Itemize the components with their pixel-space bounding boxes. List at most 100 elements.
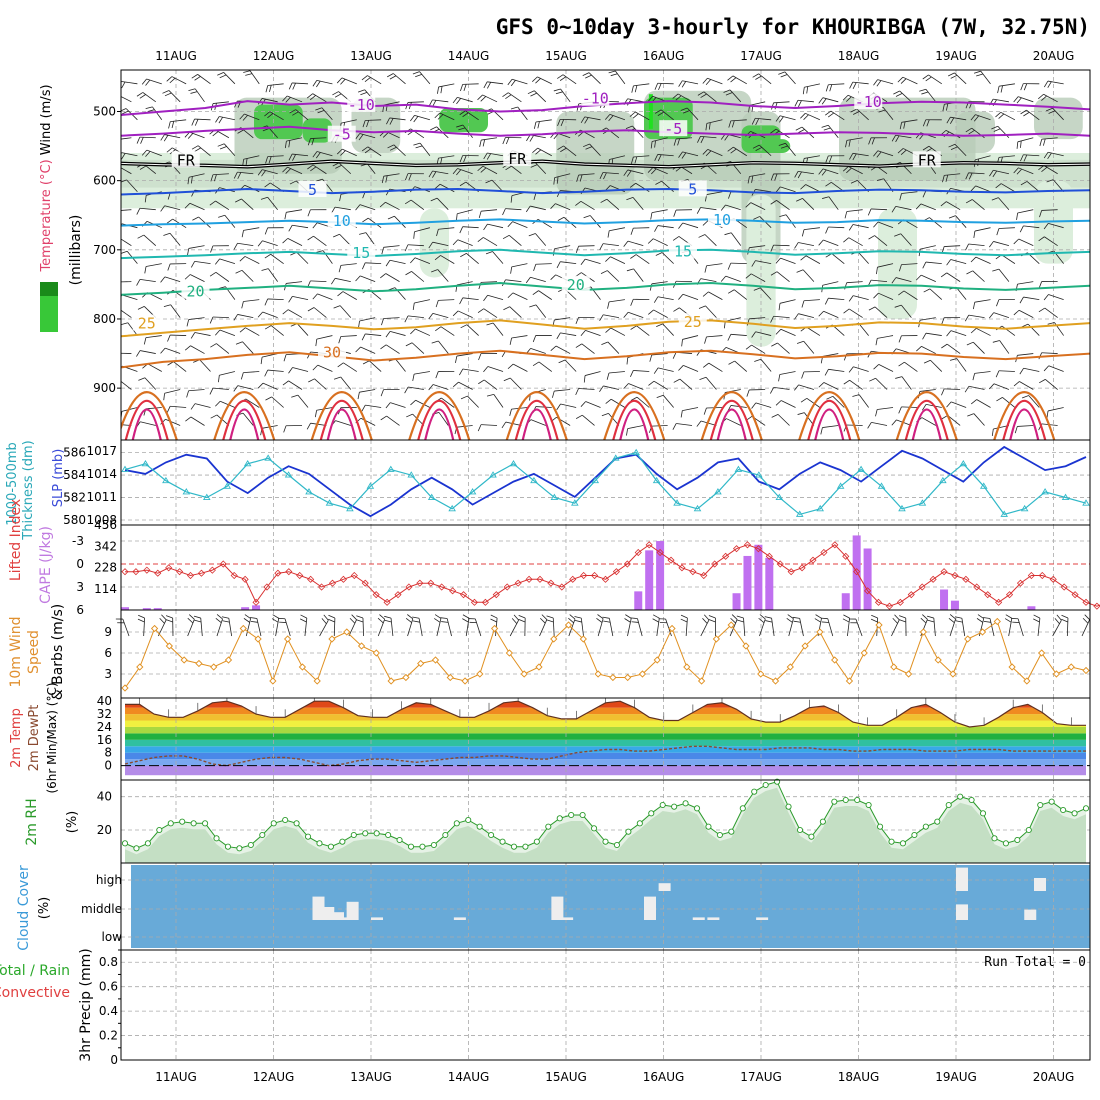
thickness-marker (182, 488, 191, 495)
wind-barb-flag (171, 121, 175, 129)
wind-barb-flag (579, 174, 583, 182)
wind-barb-flag (653, 367, 659, 374)
wind-barb (535, 304, 547, 318)
wind-barb (798, 313, 815, 318)
wind-barb (755, 189, 772, 193)
temp-y-tick: 0 (104, 759, 112, 773)
wind-barb-flag (112, 95, 117, 100)
wind-barb-flag (215, 116, 220, 123)
wind-barb-flag (574, 616, 582, 619)
wind-barb-flag (460, 324, 468, 329)
rh-marker (728, 828, 735, 835)
wind-barb (407, 101, 424, 103)
wind-barb (188, 317, 205, 320)
rh-marker (213, 835, 220, 842)
wind-barb (822, 281, 839, 286)
wind-barb (968, 314, 985, 318)
wind-barb (270, 325, 284, 336)
cloud-block (322, 907, 335, 920)
wind-barb (877, 221, 894, 229)
wind-barb-flag (575, 414, 583, 419)
panel-label-text: 1000-500mb (5, 442, 20, 526)
li-marker (798, 564, 806, 572)
wind-barb-flag (239, 256, 246, 262)
wind-barb (1041, 137, 1058, 140)
wind-barb-flag (483, 223, 488, 231)
wind-barb-flag (972, 302, 976, 310)
wind-barb-flag (191, 145, 199, 150)
wind-barb-flag (634, 156, 638, 164)
wind-barb-flag (441, 621, 449, 623)
wind-barb (632, 197, 644, 210)
rh-marker (922, 823, 929, 830)
wind-barb-flag (989, 170, 994, 177)
wind-barb-flag (209, 316, 214, 324)
wind-speed-marker (624, 673, 632, 682)
wind-barb-flag (483, 295, 488, 302)
isotherm-label-bg (854, 93, 883, 110)
wind-barb-flag (775, 115, 781, 122)
rh-marker (442, 831, 449, 839)
wind-barb-flag (312, 364, 319, 371)
wind-barb (993, 98, 1009, 103)
wind-barb (705, 377, 717, 390)
wind-barb-flag (599, 385, 604, 392)
wind-barb (1044, 307, 1058, 318)
upper-y-tick: 700 (93, 243, 116, 257)
wind-barb (853, 366, 869, 372)
li-marker (252, 598, 260, 606)
wind-barb (360, 346, 376, 354)
wind-barb-flag (241, 301, 244, 309)
wind-barb-flag (955, 620, 963, 623)
wind-barb (920, 274, 936, 282)
wind-barb-flag (507, 221, 513, 228)
wind-barb-flag (899, 615, 906, 619)
wind-barb-flag (1041, 95, 1047, 101)
wind-barb-flag (380, 273, 386, 279)
wind-barb (139, 350, 156, 354)
wind-barb-flag (323, 614, 329, 621)
wind-barb (950, 259, 967, 265)
wind-barb-flag (490, 614, 498, 619)
wind-barb (554, 245, 571, 250)
wind-barb (491, 179, 504, 192)
wind-barb-flag (852, 153, 857, 161)
wind-barb (334, 206, 351, 211)
wind-barb (849, 379, 863, 390)
wind-speed-marker (313, 677, 321, 685)
wind-barb (852, 81, 869, 85)
thickness-marker (673, 499, 681, 506)
wind-speed-marker (431, 656, 440, 664)
wind-barb-flag (209, 387, 214, 395)
wind-barb-flag (652, 618, 659, 623)
wind-barb (925, 332, 942, 336)
wind-barb (657, 367, 674, 372)
wind-barb (487, 223, 504, 229)
wind-barb (533, 90, 547, 103)
wind-barb (993, 312, 1010, 318)
wind-barb (652, 167, 668, 175)
panel-label-text: Speed (26, 630, 42, 674)
wind-barb (633, 155, 650, 158)
wind-speed-marker (993, 617, 1001, 626)
cape-bar (142, 608, 151, 610)
wind-barb (1026, 109, 1040, 121)
wind-barb (677, 93, 693, 103)
wind-barb-flag (897, 148, 904, 154)
rh-marker (888, 838, 895, 845)
wind-barb-flag (235, 341, 243, 345)
wind-barb-flag (552, 390, 555, 398)
wind-barb (755, 117, 772, 121)
wind-barb (220, 400, 236, 408)
wind-barb-flag (801, 229, 805, 237)
panel-label-text: 2m Temp (9, 708, 24, 768)
wind-barb (535, 406, 552, 408)
wind-barb-flag (678, 80, 683, 87)
wind-barb-flag (923, 288, 931, 293)
wind-barb (998, 155, 1015, 158)
wind-barb-flag (163, 304, 171, 307)
wind-barb-flag (288, 296, 293, 303)
wind-barb (945, 130, 961, 139)
li-marker (459, 591, 468, 599)
